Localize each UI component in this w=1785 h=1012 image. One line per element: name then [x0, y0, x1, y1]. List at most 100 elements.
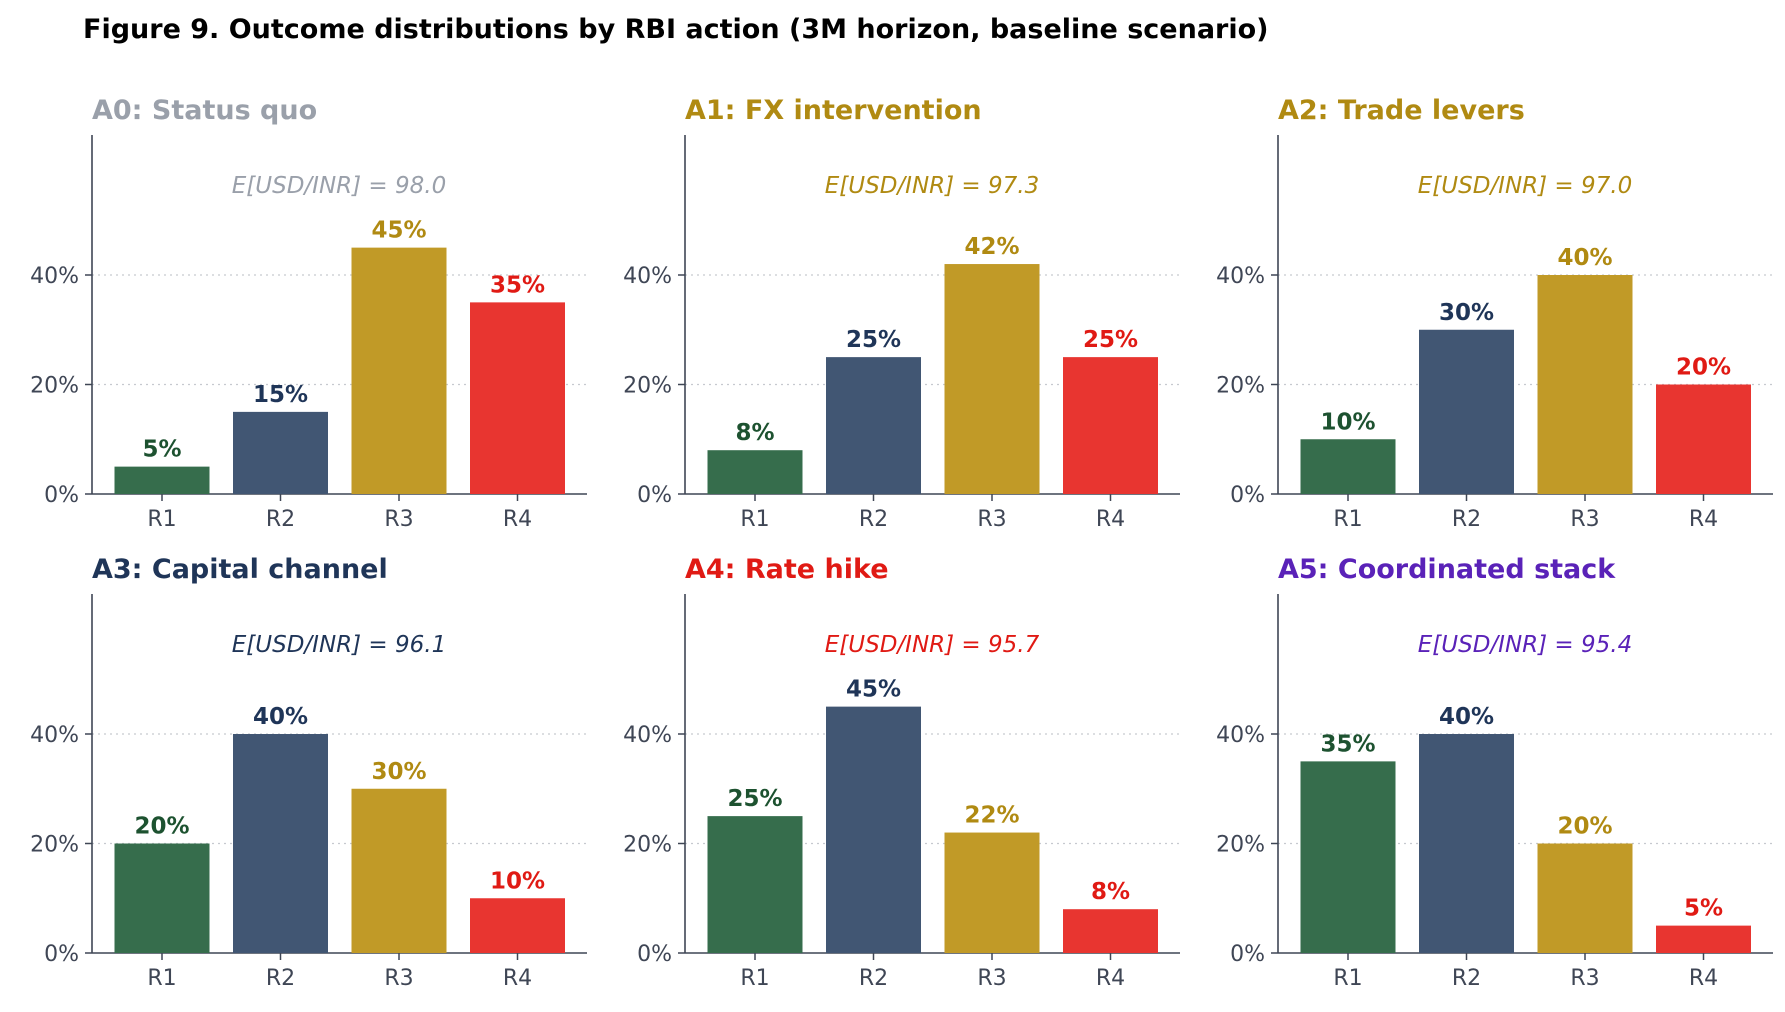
x-tick-label: R2: [266, 507, 295, 532]
data-label-r3: 20%: [1557, 814, 1612, 840]
bar-r4: [1656, 384, 1751, 494]
y-tick-label: 40%: [30, 723, 79, 748]
data-label-r3: 30%: [371, 759, 426, 785]
y-tick-label: 40%: [1216, 264, 1265, 289]
x-tick-label: R4: [1689, 507, 1718, 532]
expected-rate-annotation: E[USD/INR] = 98.0: [232, 173, 446, 199]
data-label-r3: 42%: [964, 234, 1019, 260]
bar-r2: [826, 706, 921, 953]
data-label-r1: 5%: [142, 437, 181, 463]
data-label-r4: 8%: [1091, 879, 1130, 905]
bar-r3: [351, 788, 447, 953]
bar-r3: [1537, 275, 1633, 494]
y-tick-label: 40%: [1216, 723, 1265, 748]
y-tick-label: 0%: [44, 942, 79, 967]
data-label-r2: 25%: [846, 327, 901, 353]
x-tick-label: R4: [1689, 966, 1718, 991]
x-tick-label: R1: [1333, 966, 1362, 991]
y-tick-label: 20%: [623, 374, 672, 399]
y-tick-label: 40%: [623, 264, 672, 289]
bar-r3: [351, 247, 447, 494]
x-tick-label: R1: [147, 966, 176, 991]
bar-r4: [470, 302, 565, 494]
bar-r2: [233, 411, 328, 494]
data-label-r2: 30%: [1439, 300, 1494, 326]
panel-title-p0: A0: Status quo: [92, 95, 317, 126]
x-tick-label: R2: [859, 507, 888, 532]
y-tick-label: 40%: [623, 723, 672, 748]
x-tick-label: R1: [1333, 507, 1362, 532]
bar-r2: [1419, 734, 1514, 953]
expected-rate-annotation: E[USD/INR] = 96.1: [232, 632, 446, 658]
y-tick-label: 20%: [623, 833, 672, 858]
bar-r1: [114, 466, 210, 494]
y-tick-label: 0%: [1230, 942, 1265, 967]
y-tick-label: 0%: [1230, 483, 1265, 508]
x-tick-label: R3: [1570, 966, 1599, 991]
panel-title-p1: A1: FX intervention: [685, 95, 982, 126]
data-label-r2: 40%: [1439, 704, 1494, 730]
x-tick-label: R1: [147, 507, 176, 532]
expected-rate-annotation: E[USD/INR] = 97.0: [1418, 173, 1632, 199]
x-tick-label: R4: [503, 966, 532, 991]
data-label-r3: 22%: [964, 803, 1019, 829]
data-label-r3: 40%: [1557, 245, 1612, 271]
x-tick-label: R3: [977, 507, 1006, 532]
bar-r1: [707, 816, 803, 953]
bar-r1: [114, 843, 210, 953]
figure-title: Figure 9. Outcome distributions by RBI a…: [83, 14, 1269, 45]
panel-title-p2: A2: Trade levers: [1278, 95, 1525, 126]
data-label-r4: 35%: [490, 272, 545, 298]
bar-r1: [707, 450, 803, 494]
expected-rate-annotation: E[USD/INR] = 97.3: [825, 173, 1039, 199]
x-tick-label: R3: [977, 966, 1006, 991]
expected-rate-annotation: E[USD/INR] = 95.7: [825, 632, 1040, 658]
y-tick-label: 0%: [637, 942, 672, 967]
y-tick-label: 20%: [30, 833, 79, 858]
bar-r4: [1656, 925, 1751, 953]
bar-r2: [1419, 329, 1514, 494]
bar-r2: [826, 357, 921, 494]
data-label-r1: 20%: [134, 814, 189, 840]
panel-title-p5: A5: Coordinated stack: [1278, 554, 1616, 585]
panel-title-p4: A4: Rate hike: [685, 554, 889, 585]
data-label-r2: 40%: [253, 704, 308, 730]
y-tick-label: 0%: [44, 483, 79, 508]
x-tick-label: R1: [740, 507, 769, 532]
x-tick-label: R2: [1452, 966, 1481, 991]
data-label-r1: 10%: [1320, 409, 1375, 435]
y-tick-label: 40%: [30, 264, 79, 289]
y-tick-label: 20%: [1216, 833, 1265, 858]
x-tick-label: R3: [384, 507, 413, 532]
data-label-r1: 25%: [727, 786, 782, 812]
x-tick-label: R2: [266, 966, 295, 991]
bar-r2: [233, 734, 328, 953]
data-label-r2: 15%: [253, 382, 308, 408]
data-label-r4: 10%: [490, 868, 545, 894]
data-label-r1: 8%: [735, 420, 774, 446]
data-label-r1: 35%: [1320, 731, 1375, 757]
x-tick-label: R1: [740, 966, 769, 991]
bar-r4: [470, 898, 565, 953]
x-tick-label: R4: [1096, 507, 1125, 532]
x-tick-label: R2: [1452, 507, 1481, 532]
data-label-r4: 25%: [1083, 327, 1138, 353]
x-tick-label: R4: [503, 507, 532, 532]
x-tick-label: R2: [859, 966, 888, 991]
x-tick-label: R4: [1096, 966, 1125, 991]
data-label-r4: 20%: [1676, 355, 1731, 381]
bar-r1: [1300, 761, 1396, 953]
x-tick-label: R3: [384, 966, 413, 991]
x-tick-label: R3: [1570, 507, 1599, 532]
data-label-r4: 5%: [1684, 896, 1723, 922]
y-tick-label: 20%: [30, 374, 79, 399]
bar-r3: [1537, 843, 1633, 953]
y-tick-label: 0%: [637, 483, 672, 508]
bar-r1: [1300, 439, 1396, 494]
data-label-r2: 45%: [846, 677, 901, 703]
y-tick-label: 20%: [1216, 374, 1265, 399]
expected-rate-annotation: E[USD/INR] = 95.4: [1418, 632, 1632, 658]
panel-title-p3: A3: Capital channel: [92, 554, 388, 585]
bar-r3: [944, 264, 1040, 494]
